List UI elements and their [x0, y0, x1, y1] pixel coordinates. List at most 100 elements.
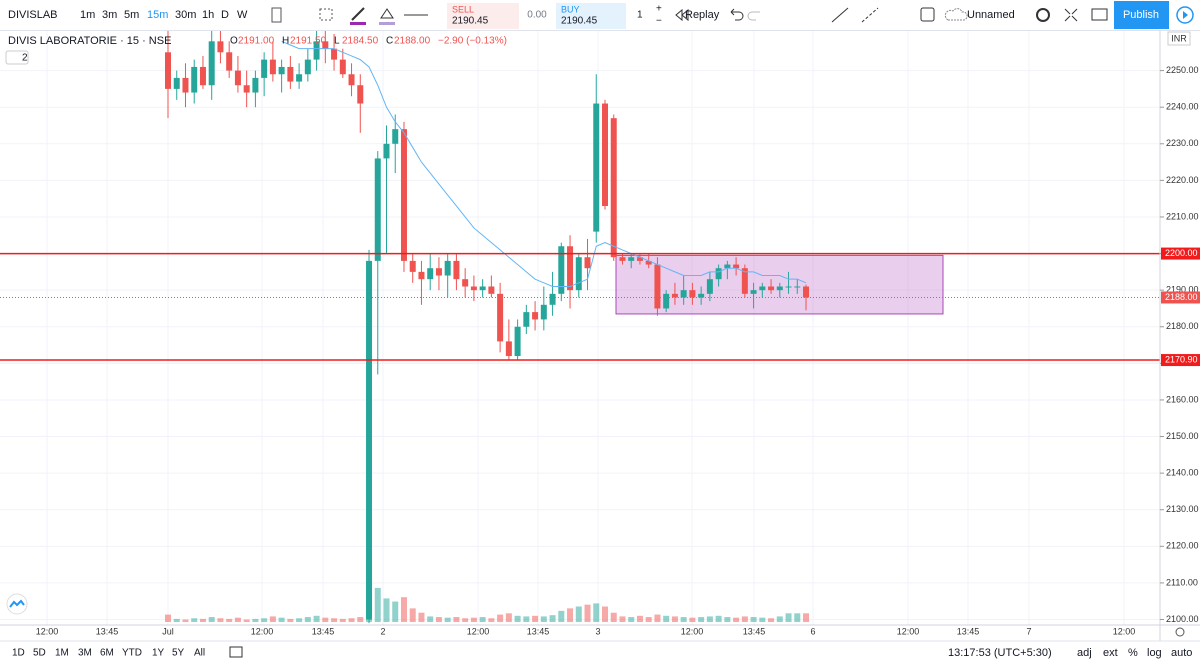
- volume-bar: [593, 603, 600, 622]
- candle-body: [549, 293, 556, 305]
- x-tick-label: 12:00: [1113, 626, 1136, 636]
- x-tick-label: 12:00: [36, 626, 59, 636]
- candle-body: [733, 264, 740, 269]
- y-tick-label: 2210.00: [1166, 211, 1199, 221]
- range-button[interactable]: 6M: [100, 648, 114, 659]
- interval[interactable]: 3m: [102, 9, 117, 21]
- candle-body: [680, 290, 687, 298]
- candle-body: [208, 41, 215, 86]
- range-button[interactable]: YTD: [122, 648, 142, 659]
- volume-bar: [252, 618, 259, 622]
- pen-color: [350, 22, 366, 25]
- layout-name[interactable]: Unnamed: [967, 9, 1015, 21]
- shape-icon[interactable]: [319, 8, 333, 21]
- volume-bar: [444, 617, 451, 622]
- candle-body: [663, 293, 670, 309]
- replay[interactable]: Replay: [685, 9, 720, 21]
- fullscreen-icon[interactable]: [1064, 8, 1078, 22]
- volume-bar: [479, 617, 486, 622]
- scale-option[interactable]: adj: [1077, 647, 1092, 659]
- range-button[interactable]: 3M: [78, 648, 92, 659]
- range-button[interactable]: 5D: [33, 648, 46, 659]
- volume-bar: [505, 613, 512, 622]
- x-tick-label: 12:00: [681, 626, 704, 636]
- scale-option[interactable]: %: [1128, 647, 1138, 659]
- candle-body: [575, 257, 582, 291]
- range-button[interactable]: 1D: [12, 648, 25, 659]
- settings-icon[interactable]: [1036, 8, 1050, 22]
- candle-body: [602, 103, 608, 206]
- volume-bar: [785, 613, 792, 622]
- candle-body: [689, 290, 696, 298]
- volume-bar: [549, 615, 556, 622]
- interval[interactable]: 30m: [175, 9, 196, 21]
- candle-body: [803, 286, 810, 298]
- candle-body: [313, 41, 320, 60]
- publish-label: Publish: [1123, 9, 1159, 21]
- axis-settings-icon[interactable]: [1175, 627, 1185, 637]
- qty-up[interactable]: +: [656, 4, 662, 15]
- quantity[interactable]: 1: [637, 10, 643, 21]
- play-icon[interactable]: [1176, 6, 1194, 24]
- x-tick-label: 12:00: [467, 626, 490, 636]
- x-tick-label: Jul: [162, 626, 174, 636]
- scale-option[interactable]: ext: [1103, 647, 1118, 659]
- layout-icon[interactable]: [920, 7, 935, 22]
- candle-body: [366, 260, 373, 620]
- volume-bar: [427, 616, 434, 622]
- candle-body: [453, 260, 460, 280]
- redo-icon[interactable]: [747, 11, 760, 21]
- volume-bar: [523, 616, 530, 622]
- currency: INR: [1171, 33, 1187, 43]
- range-button[interactable]: 5Y: [172, 648, 185, 659]
- volume-bar: [462, 618, 469, 622]
- indicator-count[interactable]: 2: [22, 53, 28, 64]
- range-button[interactable]: All: [194, 648, 205, 659]
- interval[interactable]: 1m: [80, 9, 95, 21]
- candle-body: [479, 286, 486, 291]
- volume-bar: [759, 617, 766, 622]
- candle-body: [252, 77, 259, 93]
- fill-icon[interactable]: [380, 8, 394, 19]
- volume-bar: [173, 618, 180, 622]
- publish-button[interactable]: [1114, 1, 1169, 29]
- volume-bar: [278, 617, 285, 622]
- snapshot-icon[interactable]: [1091, 8, 1108, 21]
- trend-line-icon[interactable]: [831, 7, 849, 23]
- volume-bar: [243, 619, 250, 622]
- cloud-icon: [944, 8, 968, 21]
- chart-style-icon[interactable]: [271, 7, 282, 23]
- candle-body: [427, 268, 434, 280]
- candle-body: [287, 66, 294, 82]
- range-button[interactable]: 1Y: [152, 648, 165, 659]
- date-range-icon[interactable]: [229, 646, 243, 658]
- sell-price: 2190.45: [452, 16, 489, 27]
- sell-button[interactable]: [447, 3, 519, 29]
- ray-icon[interactable]: [861, 7, 879, 23]
- hline-label-bg: [1161, 247, 1200, 260]
- buy-button[interactable]: [556, 3, 626, 29]
- interval[interactable]: 5m: [124, 9, 139, 21]
- symbol[interactable]: DIVISLAB: [8, 9, 58, 21]
- interval[interactable]: D: [221, 9, 229, 21]
- interval[interactable]: 15m: [147, 9, 168, 21]
- scale-option[interactable]: auto: [1171, 647, 1192, 659]
- volume-bar: [567, 608, 574, 622]
- qty-down[interactable]: −: [656, 16, 662, 27]
- replay-icon[interactable]: [675, 8, 689, 22]
- indicator-toggle[interactable]: [5, 50, 29, 65]
- interval[interactable]: W: [237, 9, 248, 21]
- y-tick-label: 2120.00: [1166, 541, 1199, 551]
- interval[interactable]: 1h: [202, 9, 214, 21]
- scale-option[interactable]: log: [1147, 647, 1162, 659]
- candle-body: [217, 41, 224, 53]
- pen-icon[interactable]: [351, 7, 365, 21]
- undo-icon[interactable]: [730, 8, 744, 21]
- candle-body: [532, 312, 539, 320]
- x-tick-label: 13:45: [957, 626, 980, 636]
- candle-body: [698, 293, 705, 298]
- x-tick-label: 7: [1026, 626, 1031, 636]
- candle-body: [671, 293, 678, 298]
- range-button[interactable]: 1M: [55, 648, 69, 659]
